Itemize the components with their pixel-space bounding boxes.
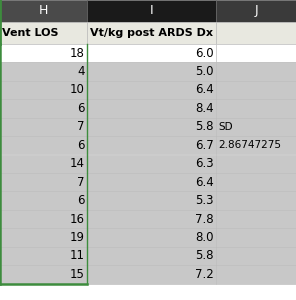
Text: 14: 14 bbox=[70, 157, 85, 170]
Text: 6: 6 bbox=[78, 194, 85, 207]
Text: 6: 6 bbox=[78, 102, 85, 115]
Bar bbox=[87, 62, 216, 81]
Bar bbox=[0, 228, 87, 247]
Bar bbox=[216, 0, 296, 22]
Text: J: J bbox=[254, 4, 258, 17]
Text: 7.8: 7.8 bbox=[195, 213, 214, 226]
Bar bbox=[87, 118, 216, 136]
Text: 8.0: 8.0 bbox=[195, 231, 214, 244]
Text: 10: 10 bbox=[70, 83, 85, 96]
Bar bbox=[0, 191, 87, 210]
Bar bbox=[0, 154, 87, 173]
Bar bbox=[0, 44, 87, 62]
Text: SD: SD bbox=[218, 122, 233, 132]
Bar bbox=[216, 62, 296, 81]
Text: 5.8: 5.8 bbox=[195, 120, 214, 133]
Text: 5.8: 5.8 bbox=[195, 250, 214, 262]
Bar bbox=[87, 136, 216, 154]
Bar bbox=[216, 118, 296, 136]
Text: 7: 7 bbox=[78, 120, 85, 133]
Bar bbox=[216, 81, 296, 99]
Text: 18: 18 bbox=[70, 46, 85, 59]
Bar bbox=[216, 136, 296, 154]
Bar bbox=[216, 99, 296, 118]
Text: 6.4: 6.4 bbox=[195, 83, 214, 96]
Bar bbox=[216, 173, 296, 191]
Bar bbox=[87, 0, 216, 22]
Bar bbox=[87, 22, 216, 44]
Bar bbox=[216, 247, 296, 265]
Bar bbox=[0, 62, 87, 81]
Bar bbox=[87, 210, 216, 228]
Bar bbox=[0, 210, 87, 228]
Text: 8.4: 8.4 bbox=[195, 102, 214, 115]
Bar bbox=[0, 173, 87, 191]
Bar bbox=[216, 191, 296, 210]
Bar bbox=[216, 210, 296, 228]
Bar bbox=[216, 154, 296, 173]
Bar bbox=[0, 247, 87, 265]
Bar bbox=[216, 228, 296, 247]
Text: 7.2: 7.2 bbox=[195, 268, 214, 281]
Text: 6.0: 6.0 bbox=[195, 46, 214, 59]
Bar bbox=[87, 265, 216, 284]
Bar bbox=[87, 191, 216, 210]
Bar bbox=[87, 81, 216, 99]
Bar bbox=[0, 81, 87, 99]
Bar bbox=[0, 136, 87, 154]
Bar bbox=[0, 265, 87, 284]
Text: 19: 19 bbox=[70, 231, 85, 244]
Bar bbox=[87, 247, 216, 265]
Text: 5.0: 5.0 bbox=[195, 65, 214, 78]
Text: 16: 16 bbox=[70, 213, 85, 226]
Bar bbox=[216, 22, 296, 44]
Bar bbox=[87, 228, 216, 247]
Text: 5.3: 5.3 bbox=[195, 194, 214, 207]
Bar bbox=[87, 99, 216, 118]
Bar bbox=[0, 118, 87, 136]
Text: Vt/kg post ARDS Dx: Vt/kg post ARDS Dx bbox=[90, 28, 213, 38]
Text: Vent LOS: Vent LOS bbox=[2, 28, 59, 38]
Bar bbox=[216, 44, 296, 62]
Text: 6: 6 bbox=[78, 139, 85, 152]
Text: 15: 15 bbox=[70, 268, 85, 281]
Text: I: I bbox=[150, 4, 154, 17]
Text: 4: 4 bbox=[78, 65, 85, 78]
Bar bbox=[0, 99, 87, 118]
Bar bbox=[87, 154, 216, 173]
Bar bbox=[87, 173, 216, 191]
Text: 6.3: 6.3 bbox=[195, 157, 214, 170]
Bar bbox=[0, 0, 87, 22]
Text: 6.4: 6.4 bbox=[195, 176, 214, 189]
Bar bbox=[216, 265, 296, 284]
Bar bbox=[0, 22, 87, 44]
Text: H: H bbox=[39, 4, 48, 17]
Text: 7: 7 bbox=[78, 176, 85, 189]
Text: 6.7: 6.7 bbox=[195, 139, 214, 152]
Text: 11: 11 bbox=[70, 250, 85, 262]
Bar bbox=[87, 44, 216, 62]
Text: 2.86747275: 2.86747275 bbox=[218, 140, 281, 150]
